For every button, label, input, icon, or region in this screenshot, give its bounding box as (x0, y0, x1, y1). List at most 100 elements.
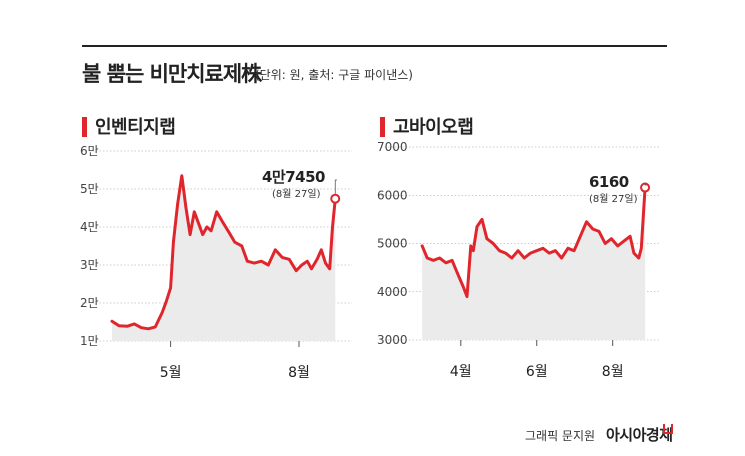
price-line (110, 174, 337, 331)
data-point (529, 252, 532, 254)
red-marker-icon (380, 117, 385, 137)
brand-mark-icon (663, 424, 673, 434)
y-tick-label: 6만 (80, 144, 99, 158)
x-tick-label: 5월 (160, 365, 182, 381)
data-point (579, 235, 582, 238)
y-tick-label: 5000 (377, 237, 408, 251)
y-tick-label: 6000 (377, 188, 408, 202)
data-point (616, 245, 619, 247)
graphic-credit: 그래픽 문지원 (525, 429, 596, 443)
annotation-value: 6160 (589, 173, 629, 191)
data-point (604, 242, 607, 245)
data-point (246, 260, 249, 263)
data-point (542, 247, 544, 250)
area-fill (422, 187, 646, 340)
data-point (598, 230, 600, 233)
y-tick-label: 5만 (80, 182, 99, 196)
data-point (306, 260, 309, 263)
data-point (466, 295, 468, 298)
data-point (523, 257, 526, 259)
data-point (331, 226, 334, 228)
data-point (165, 300, 168, 302)
data-point (206, 226, 208, 228)
data-point (633, 252, 635, 254)
data-point (253, 262, 256, 264)
data-point (274, 249, 277, 251)
panel-title-right: 고바이오랩 (380, 113, 474, 139)
data-point (176, 203, 179, 205)
data-point (498, 249, 501, 252)
data-point (310, 268, 313, 270)
data-point (118, 325, 120, 327)
data-point (193, 211, 196, 213)
data-point (169, 287, 172, 289)
data-point (438, 257, 441, 259)
data-point (126, 325, 129, 327)
panel-title-left: 인벤티지랩 (82, 113, 176, 139)
data-point (267, 264, 270, 266)
data-point (623, 240, 625, 242)
data-point (140, 326, 143, 329)
data-point (288, 258, 291, 261)
data-point (486, 237, 488, 240)
data-point (210, 230, 212, 232)
area-fill (112, 175, 336, 341)
data-point (492, 242, 494, 245)
data-point (180, 174, 183, 177)
brand-logo-text: 아시아경제 (606, 426, 673, 444)
data-point (320, 249, 323, 251)
data-point (161, 311, 164, 314)
data-point (445, 262, 447, 264)
data-point (233, 241, 236, 243)
annotation-date: (8월 27일) (272, 188, 321, 200)
latest-point-marker (330, 193, 341, 204)
data-point (469, 245, 472, 247)
data-point (504, 252, 507, 254)
data-point (511, 257, 513, 259)
data-point (517, 249, 519, 252)
annotation-value: 4만7450 (262, 168, 325, 186)
data-point (197, 222, 200, 224)
price-line (420, 186, 647, 299)
data-point (635, 254, 638, 257)
y-tick-label: 2만 (80, 296, 99, 310)
data-point (421, 245, 424, 247)
data-point (573, 249, 575, 252)
x-tick-label: 4월 (450, 364, 472, 380)
data-point (281, 256, 284, 259)
annotation-leader (644, 182, 647, 186)
data-point (260, 260, 263, 263)
data-point (535, 249, 538, 252)
annotation-date: (8월 27일) (589, 193, 638, 205)
data-point (215, 211, 218, 213)
data-point (316, 258, 318, 261)
data-point (221, 220, 224, 223)
data-point (172, 241, 175, 243)
data-point (456, 271, 458, 274)
data-point (228, 231, 231, 234)
data-point (111, 320, 113, 323)
data-point (154, 326, 157, 328)
infographic-title: 불 뿜는 비만치료제株 (82, 62, 262, 86)
data-point (629, 235, 631, 238)
data-point (476, 225, 478, 228)
data-point (640, 247, 643, 250)
y-tick-label: 7000 (377, 140, 408, 154)
data-point (481, 218, 483, 221)
data-point (472, 249, 475, 252)
data-point (554, 249, 557, 252)
panel-title-left-text: 인벤티지랩 (95, 117, 176, 138)
y-tick-label: 4000 (377, 285, 408, 299)
y-tick-label: 1만 (80, 334, 99, 348)
data-point (451, 259, 453, 262)
data-point (567, 247, 569, 250)
data-point (560, 257, 563, 259)
data-point (189, 233, 191, 236)
data-point (432, 259, 435, 262)
x-tick-label: 8월 (602, 364, 624, 380)
top-rule (82, 45, 667, 47)
data-point (295, 269, 297, 272)
data-point (324, 262, 327, 264)
chart-panel-2: 3000 4000 5000 6000 7000 6160 (8월 27일) 4월 6월 8월 (377, 140, 660, 380)
